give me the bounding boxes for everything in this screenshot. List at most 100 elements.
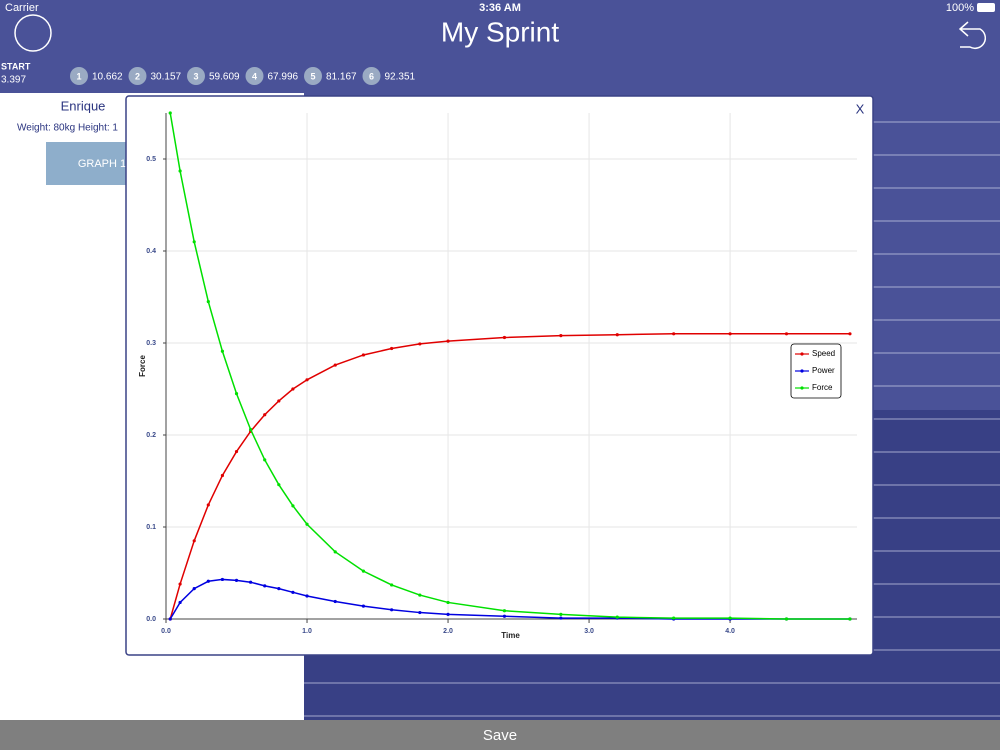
data-point: [784, 332, 789, 336]
save-button[interactable]: Save: [483, 727, 517, 744]
data-point: [277, 587, 281, 591]
data-point: [333, 550, 337, 554]
data-point: [178, 169, 182, 173]
start-value: 3.397: [1, 75, 26, 86]
data-point: [192, 539, 196, 543]
split-index: 4: [252, 71, 257, 81]
split-value: 67.996: [268, 72, 299, 83]
split-value: 92.351: [385, 72, 416, 83]
group-icon[interactable]: [14, 14, 52, 52]
split-value: 59.609: [209, 72, 240, 83]
split-index: 6: [369, 71, 374, 81]
split-index: 5: [310, 71, 315, 81]
data-point: [178, 600, 182, 605]
legend-label: Force: [812, 383, 833, 392]
data-point: [333, 599, 337, 604]
data-point: [390, 583, 394, 587]
data-point: [615, 333, 619, 337]
data-point: [361, 604, 366, 608]
x-tick-label: 2.0: [443, 628, 453, 635]
data-point: [361, 569, 366, 573]
data-point: [418, 610, 422, 615]
legend-marker: [800, 386, 804, 390]
split-badge: [128, 67, 147, 85]
data-point: [291, 590, 295, 594]
data-point: [277, 399, 281, 403]
data-point: [446, 339, 450, 343]
x-tick-label: 0.0: [161, 628, 171, 635]
data-point: [291, 387, 295, 391]
data-point: [502, 614, 507, 618]
split-badge: [245, 67, 264, 85]
data-point: [220, 577, 225, 582]
data-point: [502, 609, 507, 613]
data-point: [263, 458, 267, 462]
data-point: [168, 617, 172, 621]
legend-marker: [800, 352, 804, 356]
split-value: 30.157: [151, 72, 182, 83]
data-point: [390, 608, 394, 612]
data-point: [559, 334, 563, 338]
data-point: [305, 594, 309, 598]
y-axis-label: Force: [138, 355, 147, 377]
data-point: [361, 353, 366, 357]
battery-icon: [977, 3, 995, 12]
data-point: [192, 587, 196, 591]
data-point: [277, 483, 281, 487]
split-index: 2: [135, 71, 140, 81]
split-badge: [304, 67, 322, 85]
data-point: [728, 616, 732, 620]
data-point: [220, 473, 225, 478]
x-axis-label: Time: [501, 631, 520, 640]
data-point: [291, 504, 295, 508]
data-point: [418, 342, 422, 346]
clock: 3:36 AM: [479, 2, 521, 14]
y-tick-label: 0.2: [146, 432, 156, 439]
data-point: [559, 612, 563, 617]
data-point: [206, 300, 210, 304]
split-badge: [187, 67, 205, 85]
data-point: [305, 378, 309, 382]
start-label: START: [1, 61, 31, 71]
data-point: [234, 392, 239, 396]
data-point: [848, 332, 852, 336]
split-badge: [362, 67, 381, 85]
legend-marker: [800, 369, 804, 373]
data-point: [784, 617, 789, 621]
x-tick-label: 3.0: [584, 628, 594, 635]
header-bg: [0, 0, 1000, 93]
data-point: [220, 349, 225, 353]
data-point: [672, 332, 676, 336]
data-point: [206, 579, 210, 583]
data-point: [263, 584, 267, 588]
data-point: [249, 580, 253, 584]
carrier: Carrier: [5, 2, 39, 14]
y-tick-label: 0.0: [146, 616, 156, 623]
data-point: [615, 615, 619, 619]
chart: 0.0 0.1 0.2 0.3 0.4 0.5 0.0 1.0 2.0 3.0 4.0 Time For…: [138, 111, 857, 640]
legend-box: [790, 343, 842, 399]
modal: [125, 95, 874, 656]
graph-button-label[interactable]: GRAPH 1: [78, 158, 126, 170]
data-point: [178, 582, 182, 586]
data-point: [728, 332, 732, 336]
split-value: 10.662: [92, 72, 123, 83]
data-point: [559, 616, 563, 620]
data-point: [446, 600, 450, 605]
data-point: [418, 593, 422, 597]
battery: 100%: [946, 2, 974, 14]
save-bar[interactable]: [0, 720, 1000, 750]
data-point: [848, 617, 852, 621]
data-point: [206, 503, 210, 507]
data-point: [249, 427, 253, 432]
split-value: 81.167: [326, 72, 357, 83]
y-tick-label: 0.1: [146, 524, 156, 531]
split-badge: [70, 67, 88, 85]
data-point: [234, 578, 239, 582]
undo-button[interactable]: [958, 21, 986, 50]
close-button[interactable]: X: [856, 101, 865, 116]
splits: 1 10.662 2 30.157 3 59.609 4 67.996 5 81.167 6 92.3…: [70, 67, 416, 85]
athlete-name: Enrique: [61, 98, 106, 113]
